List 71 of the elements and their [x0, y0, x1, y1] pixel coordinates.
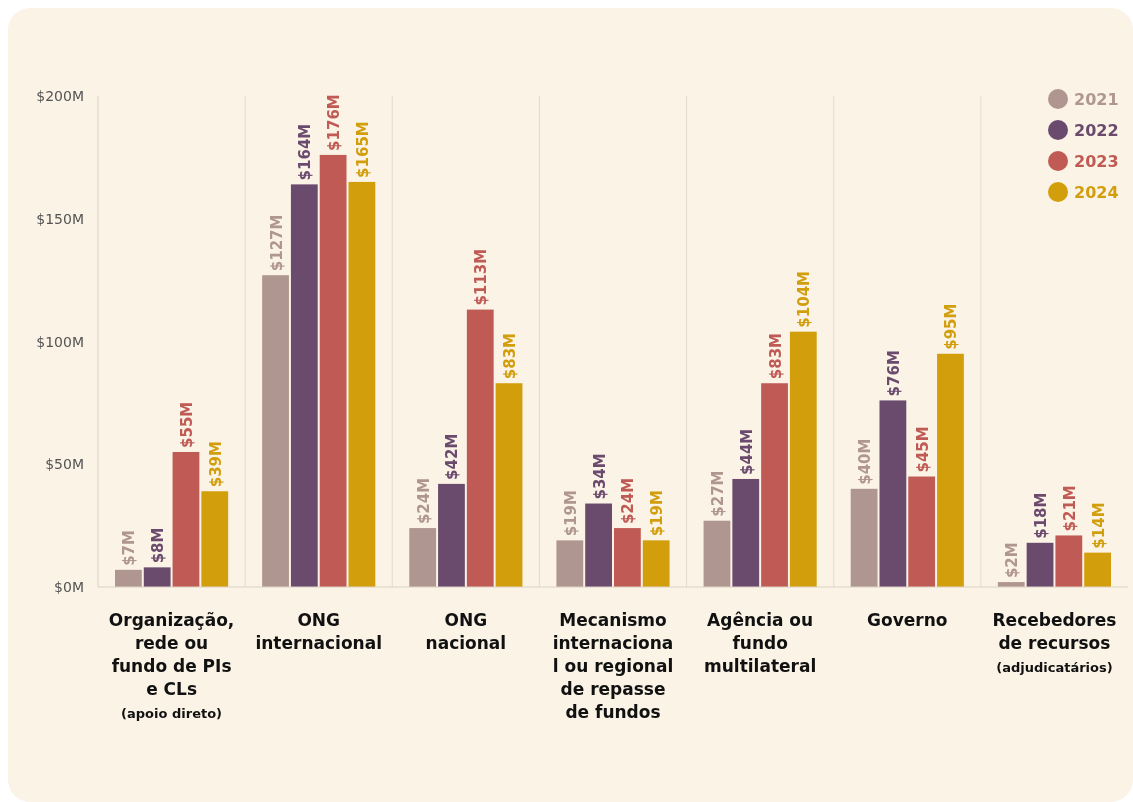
data-label: $18M [1032, 492, 1051, 539]
legend-label: 2022 [1074, 121, 1119, 140]
x-tick-label: ONG nacional [425, 610, 507, 653]
bar [495, 383, 523, 587]
data-label: $19M [648, 490, 667, 537]
bar [732, 478, 760, 587]
bar [850, 488, 878, 587]
y-tick-label: $100M [36, 333, 84, 350]
bar [789, 331, 817, 587]
data-label: $164M [296, 123, 315, 181]
data-label: $44M [737, 428, 756, 475]
bar [703, 520, 731, 587]
data-label: $40M [856, 438, 875, 485]
data-label: $113M [472, 248, 491, 306]
bar [1084, 552, 1111, 587]
x-tick-label: Agência ou fundo multilateral [704, 610, 817, 676]
bar [172, 451, 200, 587]
bar [262, 275, 289, 587]
bar [143, 567, 171, 587]
data-label: $14M [1089, 502, 1108, 549]
data-label: $19M [561, 490, 580, 537]
bar [290, 184, 318, 587]
y-tick-label: $200M [36, 88, 84, 104]
data-label: $42M [443, 433, 462, 480]
data-label: $83M [501, 332, 520, 380]
x-tick-label: Recebedores de recursos (adjudicatários) [992, 610, 1117, 675]
data-label: $165M [353, 121, 372, 178]
bar [201, 491, 229, 587]
bar [585, 503, 612, 587]
bar [879, 400, 907, 587]
y-tick-label: $0M [54, 579, 84, 595]
data-label: $95M [942, 303, 961, 350]
x-tick-label: Mecanismo internaciona l ou regional de repasse de fundos [552, 610, 674, 722]
bar [1055, 535, 1083, 587]
data-label: $45M [913, 426, 932, 473]
legend-label: 2023 [1074, 152, 1119, 171]
bar [466, 309, 494, 587]
x-tick-label: Governo [867, 610, 948, 630]
y-tick-label: $50M [45, 456, 84, 473]
bar [409, 528, 437, 587]
data-label: $24M [619, 477, 638, 525]
bar [319, 154, 347, 587]
bar [761, 383, 788, 587]
bar [908, 476, 936, 587]
bar [1026, 542, 1054, 587]
data-label: $76M [884, 350, 903, 397]
legend-label: 2021 [1074, 90, 1119, 109]
data-label: $8M [149, 527, 168, 564]
x-tick-label: Organização, rede ou fundo de PIs e CLs (apoio direto) [108, 610, 235, 721]
bar [937, 353, 964, 587]
bar [115, 569, 142, 587]
legend-label: 2024 [1074, 183, 1119, 202]
data-label: $34M [590, 453, 609, 500]
data-label: $2M [1003, 542, 1022, 579]
data-label: $127M [267, 214, 286, 272]
data-label: $39M [206, 441, 225, 488]
data-label: $7M [120, 530, 139, 566]
bar [642, 540, 670, 587]
x-tick-label: ONG internacional [255, 610, 382, 653]
data-label: $24M [414, 477, 433, 525]
bar [438, 483, 465, 587]
data-label: $55M [177, 401, 196, 448]
bar [614, 528, 641, 587]
data-label: $21M [1060, 485, 1079, 532]
data-label: $83M [766, 332, 785, 380]
y-tick-label: $150M [36, 210, 84, 227]
bar [556, 540, 584, 587]
bar [348, 181, 376, 587]
data-label: $27M [708, 470, 727, 517]
data-label: $176M [325, 94, 344, 151]
data-label: $104M [795, 270, 814, 328]
